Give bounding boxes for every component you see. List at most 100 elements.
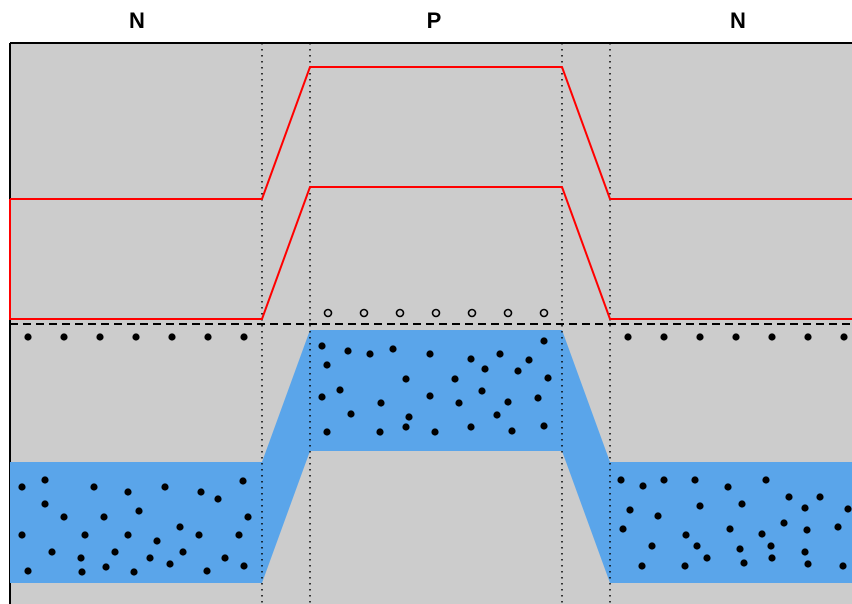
electron xyxy=(767,542,775,550)
electron xyxy=(508,427,516,435)
electron xyxy=(768,554,776,562)
electron xyxy=(451,375,459,383)
electron xyxy=(376,428,384,436)
electron xyxy=(467,355,475,363)
electron xyxy=(738,500,746,508)
electron xyxy=(732,333,740,341)
electron xyxy=(481,365,489,373)
electron xyxy=(132,333,140,341)
electron xyxy=(804,333,812,341)
electron xyxy=(724,483,732,491)
electron xyxy=(240,562,248,570)
electron xyxy=(318,342,326,350)
hole xyxy=(359,308,369,318)
electron xyxy=(525,356,533,364)
electron xyxy=(780,519,788,527)
electron xyxy=(195,531,203,539)
electron-band xyxy=(10,330,852,583)
electron xyxy=(161,483,169,491)
electron xyxy=(100,513,108,521)
electron xyxy=(377,399,385,407)
electron xyxy=(323,428,331,436)
electron xyxy=(617,476,625,484)
electron xyxy=(323,361,331,369)
electron xyxy=(24,333,32,341)
electron xyxy=(102,563,110,571)
hole xyxy=(323,308,333,318)
electron xyxy=(840,333,848,341)
electron xyxy=(834,523,842,531)
electron xyxy=(740,559,748,567)
electron xyxy=(696,333,704,341)
electron xyxy=(96,333,104,341)
electron xyxy=(81,531,89,539)
electron xyxy=(153,537,161,545)
electron xyxy=(839,562,847,570)
electron xyxy=(204,333,212,341)
hole xyxy=(431,308,441,318)
electron xyxy=(844,505,852,513)
electron xyxy=(18,483,26,491)
electron xyxy=(41,476,49,484)
electron xyxy=(60,333,68,341)
electron xyxy=(344,347,352,355)
electron xyxy=(124,488,132,496)
electron xyxy=(431,428,439,436)
electron xyxy=(762,476,770,484)
electron xyxy=(681,562,689,570)
electron xyxy=(639,482,647,490)
hole xyxy=(467,308,477,318)
electron xyxy=(426,350,434,358)
electron xyxy=(90,483,98,491)
electron xyxy=(347,410,355,418)
electron xyxy=(768,333,776,341)
electron xyxy=(626,506,634,514)
hole xyxy=(503,308,513,318)
electron xyxy=(48,548,56,556)
electron xyxy=(455,399,463,407)
electron xyxy=(405,413,413,421)
electron xyxy=(366,350,374,358)
electron xyxy=(18,531,26,539)
electron xyxy=(624,333,632,341)
electron xyxy=(402,423,410,431)
region-label-p: P xyxy=(426,8,442,33)
electron xyxy=(77,554,85,562)
electron xyxy=(682,531,690,539)
electron xyxy=(235,531,243,539)
electron xyxy=(478,387,486,395)
electron xyxy=(244,513,252,521)
hole xyxy=(539,308,549,318)
electron xyxy=(816,493,824,501)
electron xyxy=(736,545,744,553)
electron xyxy=(176,523,184,531)
electron xyxy=(496,350,504,358)
electron xyxy=(426,392,434,400)
region-label-n-right: N xyxy=(730,8,746,33)
electron xyxy=(803,526,811,534)
electron xyxy=(214,495,222,503)
hole xyxy=(395,308,405,318)
electron xyxy=(124,531,132,539)
electron xyxy=(166,560,174,568)
electron xyxy=(24,567,32,575)
electron xyxy=(540,337,548,345)
electron xyxy=(130,568,138,576)
electron xyxy=(179,548,187,556)
electron xyxy=(514,367,522,375)
carriers xyxy=(18,308,852,576)
electron xyxy=(801,504,809,512)
electron xyxy=(135,507,143,515)
electron xyxy=(660,333,668,341)
electron xyxy=(111,548,119,556)
electron xyxy=(221,554,229,562)
electron xyxy=(168,333,176,341)
electron xyxy=(648,542,656,550)
electron xyxy=(758,530,766,538)
electron xyxy=(544,374,552,382)
valence-band-edge xyxy=(9,186,852,320)
electron xyxy=(318,393,326,401)
electron xyxy=(197,488,205,496)
conduction-band-edge xyxy=(10,66,852,200)
